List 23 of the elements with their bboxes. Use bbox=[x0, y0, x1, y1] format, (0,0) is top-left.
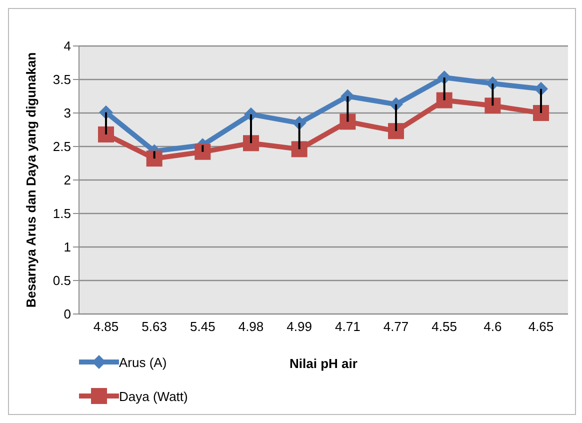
x-tick-label: 4.65 bbox=[528, 319, 554, 334]
y-tick-label: 3.5 bbox=[52, 72, 71, 88]
y-tick-label: 4 bbox=[64, 38, 71, 54]
y-tick-label: 1.5 bbox=[52, 206, 71, 222]
y-tick-label: 3 bbox=[64, 106, 71, 121]
y-tick-label: 2.5 bbox=[52, 139, 71, 154]
y-tick-label: 0.5 bbox=[52, 273, 71, 288]
x-tick-label: 4.55 bbox=[432, 319, 457, 334]
x-tick-label: 4.77 bbox=[383, 319, 409, 334]
x-tick-label: 4.6 bbox=[484, 319, 502, 334]
x-tick-label: 5.63 bbox=[142, 319, 167, 334]
legend-label: Arus (A) bbox=[119, 354, 167, 370]
x-axis-title: Nilai pH air bbox=[290, 356, 358, 371]
y-axis-title: Besarnya Arus dan Daya yang digunakan bbox=[24, 52, 39, 308]
x-tick-label: 4.85 bbox=[93, 319, 119, 334]
y-tick-label: 0 bbox=[64, 306, 71, 322]
y-tick-label: 2 bbox=[64, 172, 71, 188]
x-tick-label: 5.45 bbox=[190, 319, 216, 334]
x-tick-label: 4.71 bbox=[335, 319, 360, 334]
x-tick-label: 4.99 bbox=[286, 319, 312, 334]
legend-label: Daya (Watt) bbox=[119, 388, 188, 404]
y-tick-label: 1 bbox=[64, 240, 71, 255]
x-tick-label: 4.98 bbox=[238, 319, 264, 334]
